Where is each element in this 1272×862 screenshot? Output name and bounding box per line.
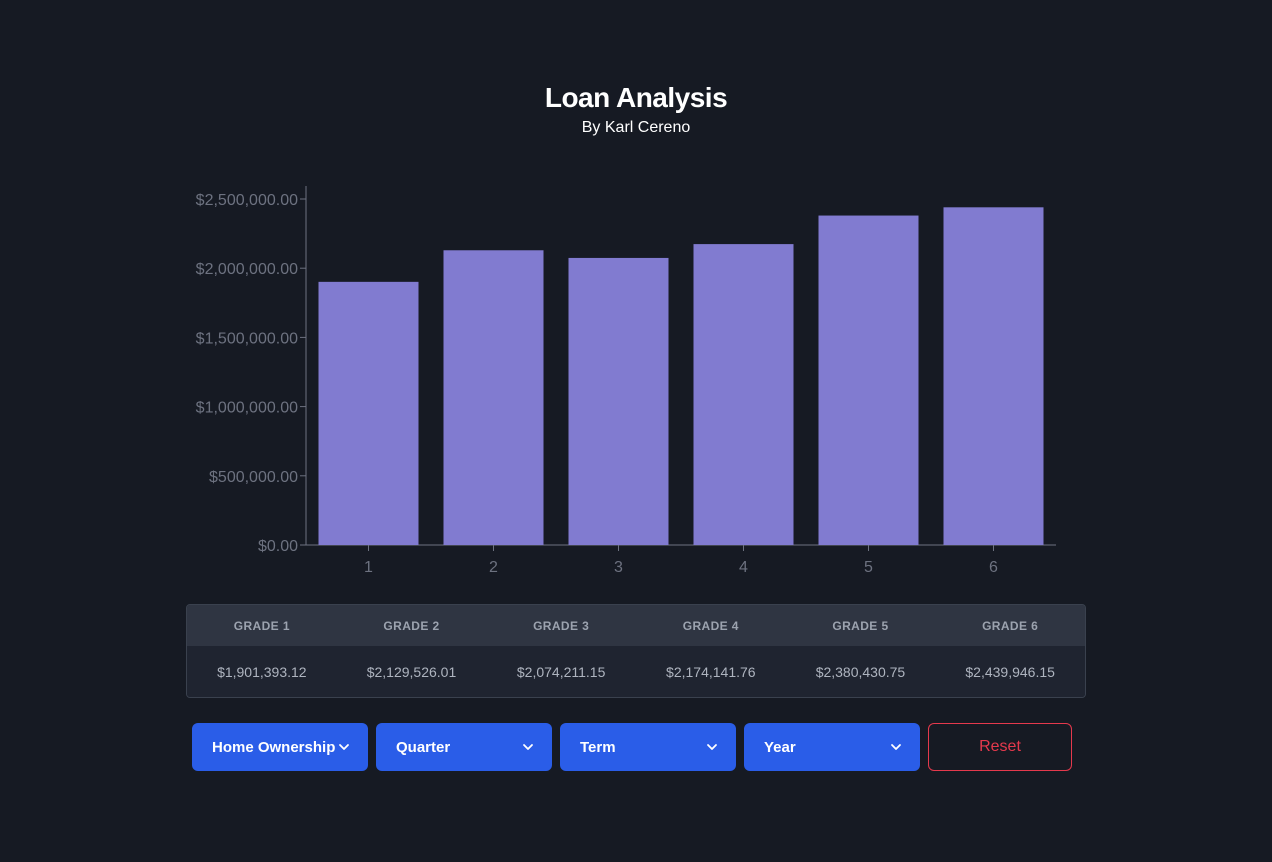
quarter-dropdown[interactable]: Quarter <box>376 723 552 771</box>
x-tick-label: 1 <box>364 559 373 576</box>
y-tick-label: $1,500,000.00 <box>196 330 298 347</box>
table-header-grade-6: GRADE 6 <box>982 618 1039 633</box>
y-tick-label: $2,500,000.00 <box>196 192 298 209</box>
year-dropdown[interactable]: Year <box>744 723 920 771</box>
x-tick-label: 3 <box>614 559 623 576</box>
x-tick-label: 2 <box>489 559 498 576</box>
table-header-grade-2: GRADE 2 <box>383 618 440 633</box>
page-title: Loan Analysis <box>544 82 728 113</box>
table-cell-grade-3: $2,074,211.15 <box>516 663 606 680</box>
bar-grade-6[interactable] <box>943 207 1044 545</box>
table-row: $1,901,393.12 $2,129,526.01 $2,074,211.1… <box>187 646 1085 697</box>
year-label: Year <box>764 738 796 756</box>
x-tick-label: 5 <box>864 559 873 576</box>
table-cell-grade-5: $2,380,430.75 <box>815 663 906 680</box>
chevron-down-icon <box>707 744 717 750</box>
y-tick-label: $1,000,000.00 <box>196 400 298 417</box>
bar-grade-1[interactable] <box>318 281 419 545</box>
table-cell-grade-2: $2,129,526.01 <box>366 663 457 680</box>
table-header-grade-5: GRADE 5 <box>832 618 889 633</box>
bar-grade-4[interactable] <box>693 244 794 545</box>
table-header-grade-3: GRADE 3 <box>533 618 590 633</box>
term-label: Term <box>580 738 616 756</box>
table-header-row: GRADE 1 GRADE 2 GRADE 3 GRADE 4 GRADE 5 … <box>187 605 1085 646</box>
quarter-label: Quarter <box>396 738 451 756</box>
table-cell-grade-4: $2,174,141.76 <box>666 663 756 680</box>
table-cell-grade-6: $2,439,946.15 <box>965 663 1055 680</box>
home-ownership-label: Home Ownership <box>212 738 336 756</box>
bar-grade-5[interactable] <box>818 215 919 545</box>
bar-grade-3[interactable] <box>568 257 669 545</box>
y-tick-label: $0.00 <box>258 538 298 555</box>
bar-grade-2[interactable] <box>443 250 544 545</box>
y-tick-label: $500,000.00 <box>209 469 298 486</box>
term-dropdown[interactable]: Term <box>560 723 736 771</box>
bar-chart: $0.00 $500,000.00 $1,000,000.00 $1,500,000.… <box>196 186 1056 576</box>
page-subtitle: By Karl Cereno <box>581 119 691 136</box>
grade-table: GRADE 1 GRADE 2 GRADE 3 GRADE 4 GRADE 5 … <box>186 604 1086 698</box>
chevron-down-icon <box>523 744 533 750</box>
y-tick-label: $2,000,000.00 <box>196 261 298 278</box>
table-header-grade-4: GRADE 4 <box>682 618 739 633</box>
table-cell-grade-1: $1,901,393.12 <box>217 663 307 680</box>
table-header-grade-1: GRADE 1 <box>233 618 290 633</box>
x-tick-label: 4 <box>739 559 748 576</box>
reset-button[interactable]: Reset <box>928 723 1072 771</box>
home-ownership-dropdown[interactable]: Home Ownership <box>192 723 368 771</box>
chevron-down-icon <box>891 744 901 750</box>
x-tick-label: 6 <box>989 559 998 576</box>
chevron-down-icon <box>339 744 349 750</box>
